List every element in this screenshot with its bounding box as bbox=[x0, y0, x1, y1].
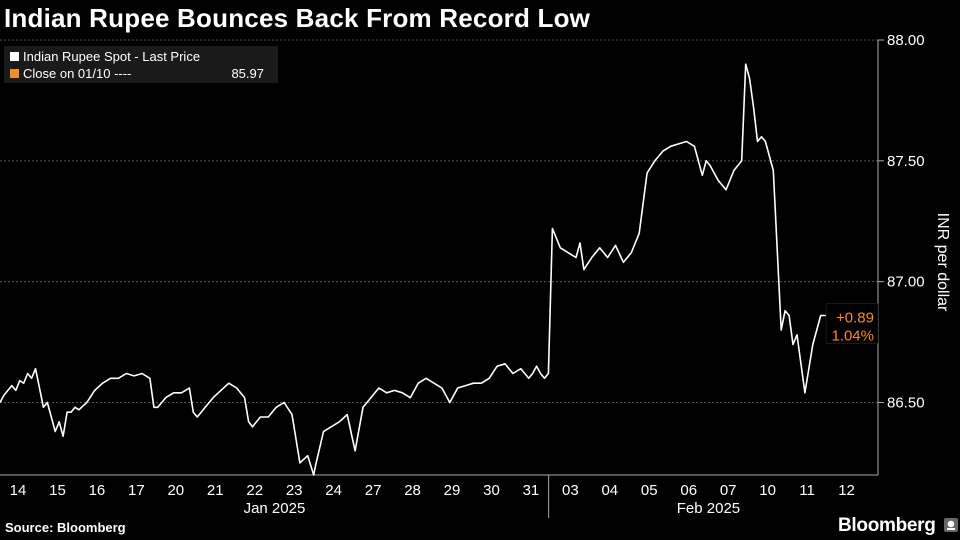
x-tick-label: 29 bbox=[444, 482, 461, 499]
chart-title: Indian Rupee Bounces Back From Record Lo… bbox=[4, 3, 591, 33]
y-tick-label: 88.00 bbox=[887, 32, 925, 49]
x-tick-label: 30 bbox=[483, 482, 500, 499]
y-tick-label: 87.50 bbox=[887, 153, 925, 170]
legend-label-spot: Indian Rupee Spot - Last Price bbox=[23, 48, 201, 64]
change-value: +0.89 bbox=[836, 310, 874, 327]
x-tick-label: 10 bbox=[759, 482, 776, 499]
x-tick-label: 04 bbox=[601, 482, 618, 499]
month-label: Feb 2025 bbox=[677, 500, 740, 517]
legend-value-close: 85.97 bbox=[231, 65, 264, 81]
x-tick-label: 07 bbox=[720, 482, 737, 499]
change-box bbox=[825, 303, 879, 344]
source-note: Source: Bloomberg bbox=[5, 520, 126, 535]
x-tick-label: 12 bbox=[838, 482, 855, 499]
change-percent: 1.04% bbox=[831, 328, 874, 345]
y-tick-label: 87.00 bbox=[887, 274, 925, 291]
x-tick-label: 21 bbox=[207, 482, 224, 499]
x-tick-label: 16 bbox=[89, 482, 106, 499]
x-tick-label: 23 bbox=[286, 482, 303, 499]
legend: Indian Rupee Spot - Last Price Close on … bbox=[4, 46, 278, 83]
legend-label-close: Close on 01/10 ---- bbox=[23, 65, 132, 81]
x-tick-label: 17 bbox=[128, 482, 145, 499]
x-tick-label: 14 bbox=[10, 482, 27, 499]
x-tick-label: 05 bbox=[641, 482, 658, 499]
x-tick-label: 31 bbox=[523, 482, 540, 499]
series-line-spot bbox=[0, 63, 829, 476]
bloomberg-logo: Bloomberg bbox=[838, 515, 958, 537]
x-tick-label: 24 bbox=[325, 482, 342, 499]
x-tick-label: 11 bbox=[799, 482, 815, 499]
bloomberg-mark-icon bbox=[943, 518, 958, 532]
legend-swatch-close bbox=[10, 68, 19, 78]
y-axis-label: INR per dollar bbox=[934, 213, 951, 312]
legend-item-close: Close on 01/10 ---- 85.97 bbox=[10, 65, 272, 81]
x-tick-label: 15 bbox=[49, 482, 66, 499]
brand-text: Bloomberg bbox=[838, 515, 936, 536]
legend-swatch-spot bbox=[10, 51, 19, 61]
y-tick-label: 86.50 bbox=[887, 395, 925, 412]
x-tick-label: 22 bbox=[246, 482, 263, 499]
x-tick-label: 20 bbox=[167, 482, 184, 499]
month-label: Jan 2025 bbox=[244, 500, 306, 517]
x-tick-label: 27 bbox=[365, 482, 382, 499]
x-tick-label: 03 bbox=[562, 482, 579, 499]
x-tick-label: 28 bbox=[404, 482, 421, 499]
x-tick-label: 06 bbox=[680, 482, 697, 499]
legend-item-spot: Indian Rupee Spot - Last Price bbox=[10, 48, 200, 64]
